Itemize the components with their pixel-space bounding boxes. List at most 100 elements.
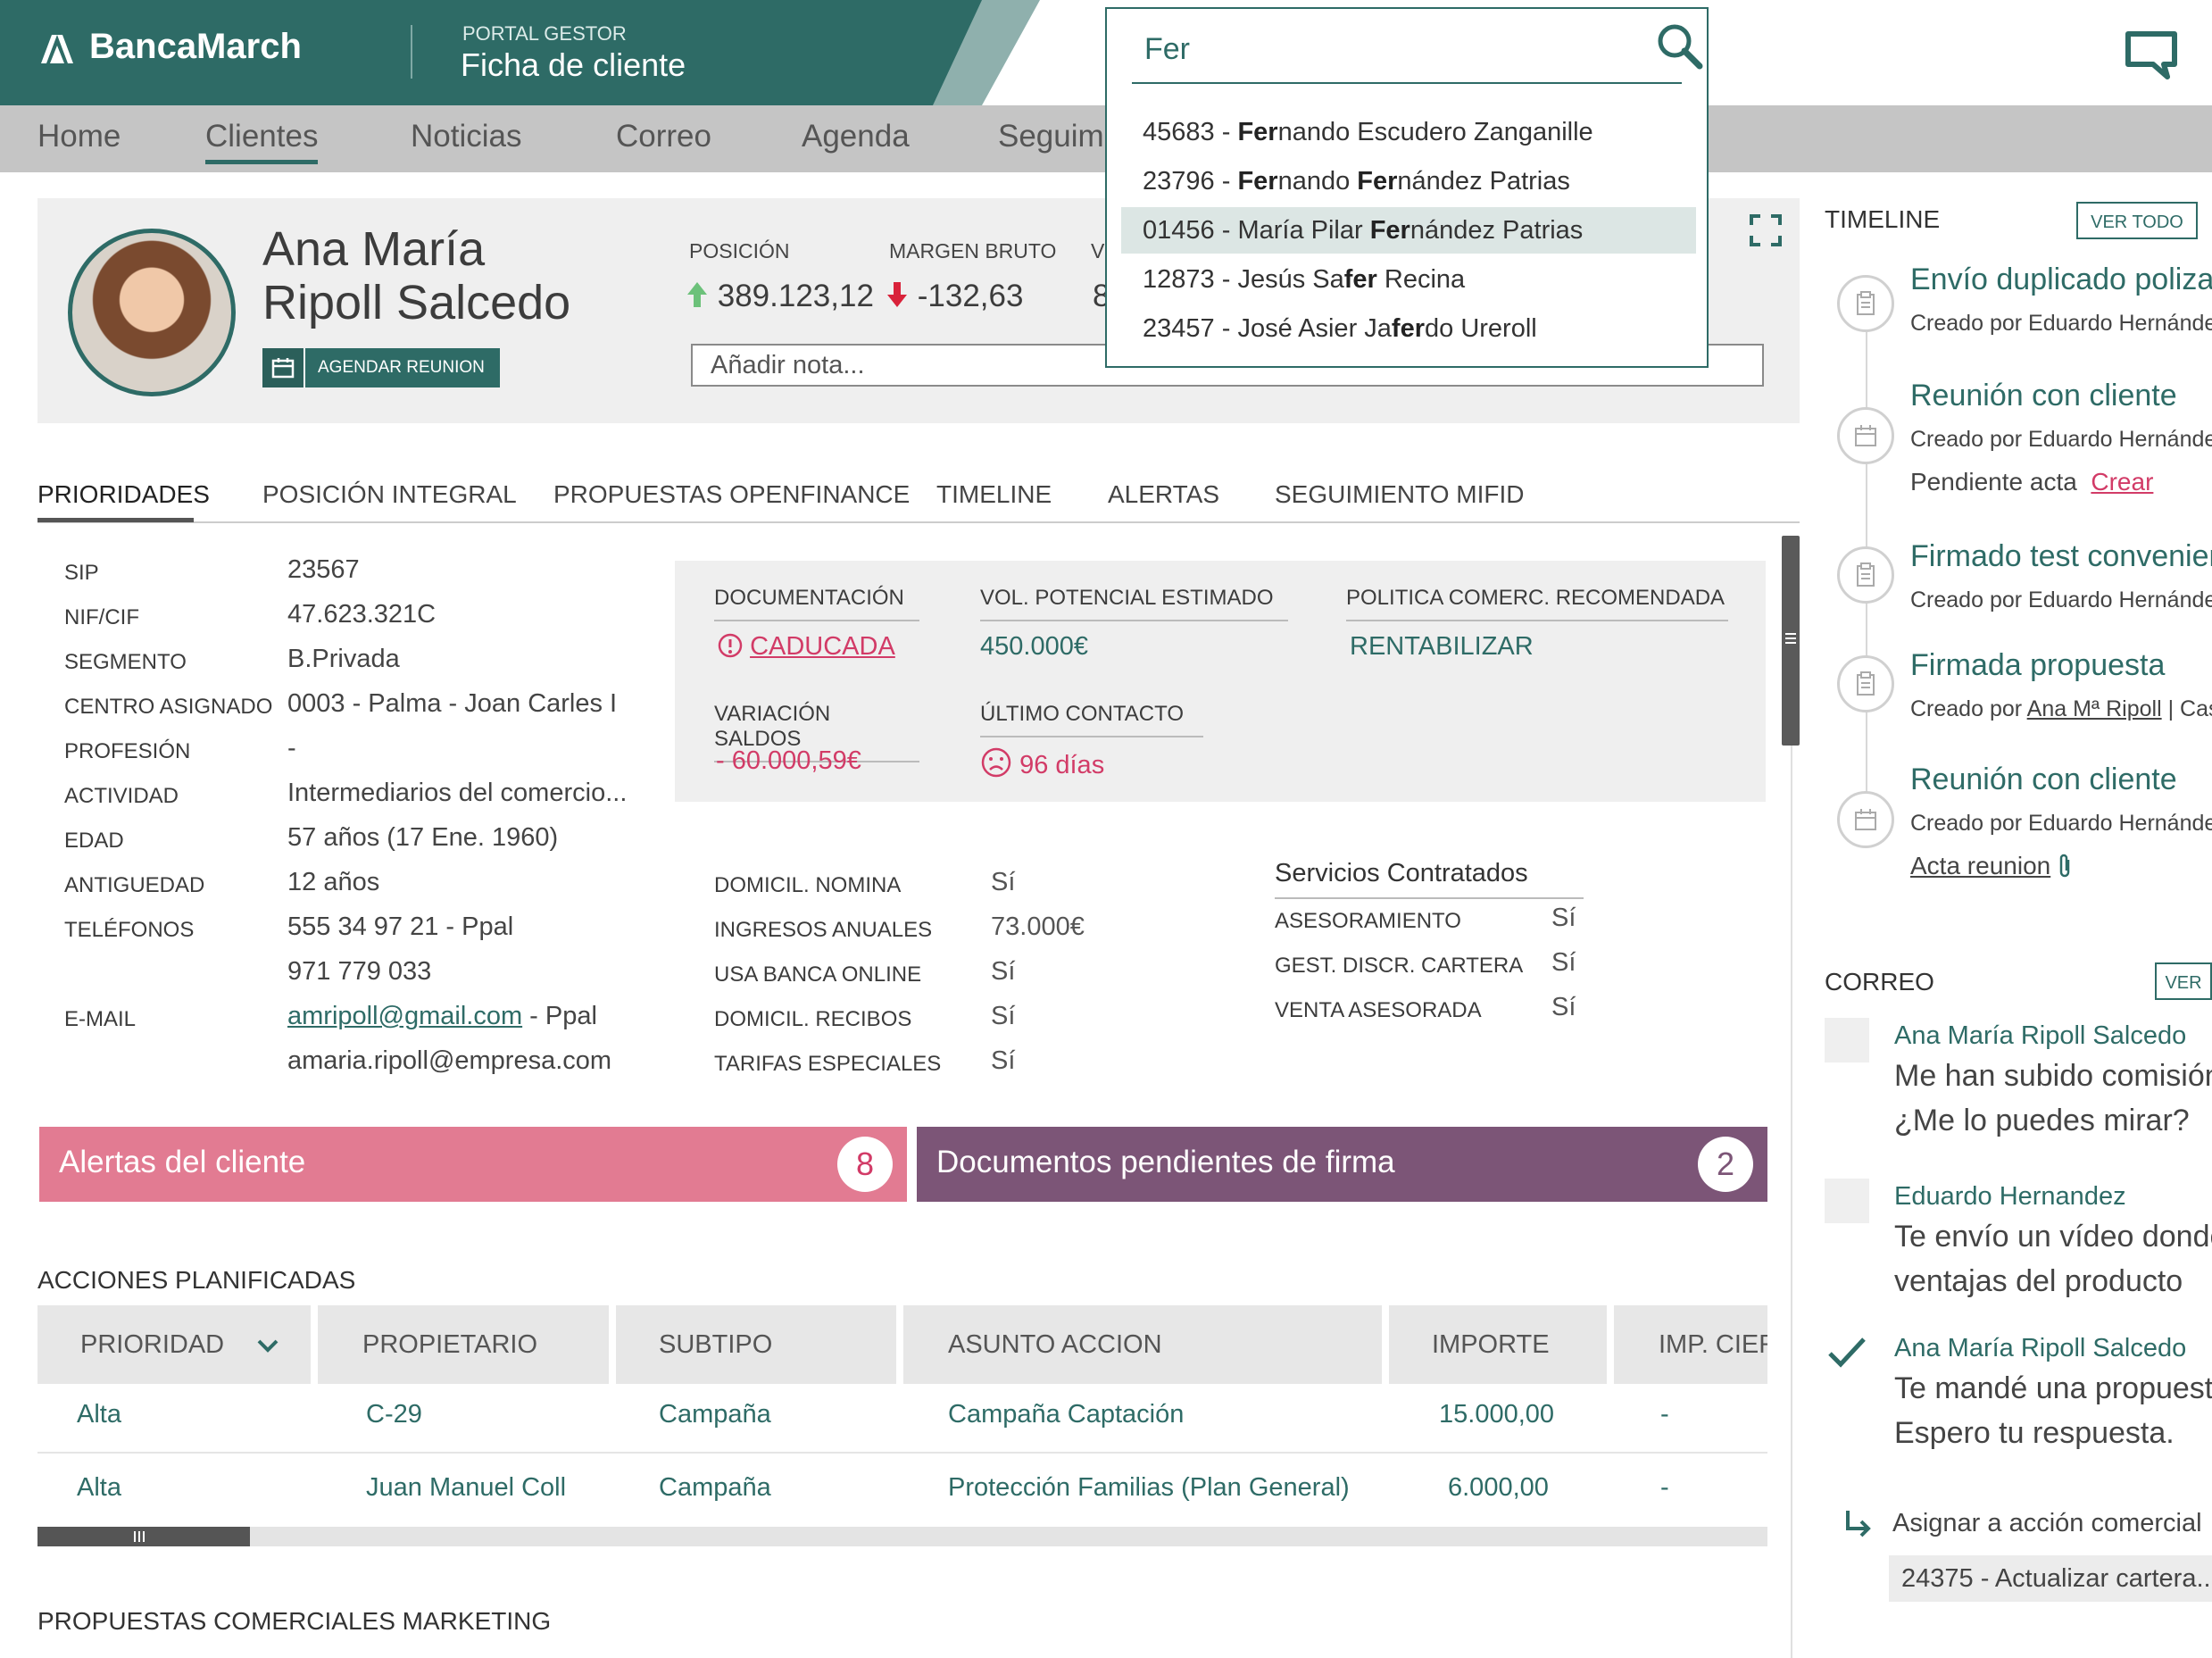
antiguedad-value: 12 años <box>287 868 380 896</box>
calendar-icon <box>262 348 305 387</box>
column-prioridad[interactable]: PRIORIDAD <box>37 1305 311 1384</box>
sad-face-icon <box>981 747 1011 778</box>
mail-from[interactable]: Eduardo Hernandez <box>1894 1182 2126 1211</box>
cell-imp-cierre: - <box>1660 1473 1669 1502</box>
nav-correo[interactable]: Correo <box>616 119 711 154</box>
tarifas-value: Sí <box>991 1046 1016 1075</box>
horizontal-scrollbar[interactable] <box>37 1527 250 1546</box>
actividad-value: Intermediarios del comercio... <box>287 779 628 807</box>
column-importe[interactable]: IMPORTE <box>1389 1305 1607 1384</box>
timeline-node <box>1837 546 1894 604</box>
domicil-recibos-label: DOMICIL. RECIBOS <box>714 1007 912 1031</box>
clipboard-icon <box>1857 291 1875 315</box>
sip-value: 23567 <box>287 555 360 584</box>
timeline-ver-todo-button[interactable]: VER TODO <box>2076 202 2198 239</box>
timeline-item-title[interactable]: Envío duplicado poliza <box>1910 262 2212 296</box>
column-asunto[interactable]: ASUNTO ACCION <box>903 1305 1382 1384</box>
mail-from[interactable]: Ana María Ripoll Salcedo <box>1894 1021 2187 1050</box>
search-result[interactable]: 23796 - Fernando Fernández Patrias <box>1143 167 1570 196</box>
scroll-track <box>1791 536 1792 1658</box>
telefono-principal: 555 34 97 21 - Ppal <box>287 912 514 941</box>
metric-posicion: 389.123,12 <box>686 279 874 314</box>
column-subtipo[interactable]: SUBTIPO <box>616 1305 896 1384</box>
timeline-node <box>1837 275 1894 332</box>
pending-docs-banner[interactable]: Documentos pendientes de firma 2 <box>917 1127 1767 1202</box>
segmento-value: B.Privada <box>287 645 400 673</box>
nav-seguimiento[interactable]: Seguim <box>998 119 1104 154</box>
tab-posicion-integral[interactable]: POSICIÓN INTEGRAL <box>262 480 517 508</box>
schedule-meeting-button[interactable]: AGENDAR REUNION <box>262 348 500 387</box>
tab-propuestas[interactable]: PROPUESTAS OPENFINANCE <box>553 480 911 508</box>
segmento-label: SEGMENTO <box>64 650 187 674</box>
timeline-node <box>1837 655 1894 712</box>
metric-third-label: V <box>1091 239 1105 262</box>
nav-noticias[interactable]: Noticias <box>411 119 522 154</box>
nav-clientes[interactable]: Clientes <box>205 119 319 164</box>
propuestas-section-title: PROPUESTAS COMERCIALES MARKETING <box>37 1607 552 1635</box>
domicil-nomina-label: DOMICIL. NOMINA <box>714 873 902 897</box>
row-divider <box>37 1452 1767 1454</box>
mail-checkbox[interactable] <box>1825 1179 1869 1223</box>
mail-line1: Te mandé una propuesta <box>1894 1371 2212 1405</box>
nav-home[interactable]: Home <box>37 119 121 154</box>
tab-seguimiento-mifid[interactable]: SEGUIMIENTO MIFID <box>1275 480 1525 508</box>
vertical-scrollbar[interactable] <box>1782 536 1800 746</box>
chat-icon[interactable] <box>2123 29 2180 82</box>
crear-acta-link[interactable]: Crear <box>2091 468 2154 496</box>
client-search-input[interactable] <box>1143 29 1664 70</box>
expand-icon[interactable] <box>1750 214 1782 246</box>
politica-value: RENTABILIZAR <box>1350 632 1534 661</box>
calendar-icon <box>1855 809 1876 830</box>
portal-label: PORTAL GESTOR <box>462 22 627 45</box>
nif-value: 47.623.321C <box>287 600 437 629</box>
servicio-label: ASESORAMIENTO <box>1275 909 1461 933</box>
acta-reunion[interactable]: Acta reunion <box>1910 852 2074 880</box>
correo-ver-button[interactable]: VER <box>2155 962 2212 1000</box>
timeline-item-title[interactable]: Reunión con cliente <box>1910 762 2177 796</box>
search-icon[interactable] <box>1653 20 1707 73</box>
nif-label: NIF/CIF <box>64 605 139 629</box>
author-link[interactable]: Ana Mª Ripoll <box>2026 696 2162 721</box>
cell-subtipo: Campaña <box>659 1400 771 1429</box>
attachment-icon <box>2059 854 2070 878</box>
telefono-secundario: 971 779 033 <box>287 957 432 986</box>
grip-icon <box>134 1531 145 1542</box>
telefonos-label: TELÉFONOS <box>64 918 195 942</box>
nav-agenda[interactable]: Agenda <box>802 119 910 154</box>
grip-icon <box>1785 633 1796 644</box>
clipboard-icon <box>1857 671 1875 696</box>
ultimo-contacto-value: 96 días <box>1019 751 1105 779</box>
centro-label: CENTRO ASIGNADO <box>64 695 273 719</box>
tab-prioridades[interactable]: PRIORIDADES <box>37 480 210 508</box>
tab-alertas[interactable]: ALERTAS <box>1108 480 1220 508</box>
search-result-highlighted[interactable]: 01456 - María Pilar Fernández Patrias <box>1121 207 1696 254</box>
ultimo-contacto: 96 días <box>980 746 1104 780</box>
chevron-down-icon <box>257 1339 279 1353</box>
cell-asunto[interactable]: Campaña Captación <box>948 1400 1185 1429</box>
timeline-item-title[interactable]: Reunión con cliente <box>1910 379 2177 412</box>
email-link[interactable]: amripoll@gmail.com <box>287 1002 523 1030</box>
search-result[interactable]: 12873 - Jesús Safer Recina <box>1143 265 1466 294</box>
mail-from[interactable]: Ana María Ripoll Salcedo <box>1894 1334 2187 1362</box>
search-result[interactable]: 45683 - Fernando Escudero Zanganille <box>1143 118 1593 146</box>
checkmark-icon[interactable] <box>1825 1330 1869 1375</box>
horizontal-scroll-track <box>37 1527 1767 1546</box>
metric-posicion-value: 389.123,12 <box>717 279 874 313</box>
mail-checkbox[interactable] <box>1825 1018 1869 1062</box>
client-alerts-banner[interactable]: Alertas del cliente 8 <box>39 1127 907 1202</box>
timeline-item-title[interactable]: Firmado test conveniencia <box>1910 539 2212 573</box>
assign-action-select[interactable]: 24375 - Actualizar cartera... <box>1889 1555 2212 1602</box>
timeline-item-author: Creado por Ana Mª Ripoll | Cas <box>1910 696 2212 721</box>
search-result[interactable]: 23457 - José Asier Jaferdo Ureroll <box>1143 314 1537 343</box>
metric-margen-label: MARGEN BRUTO <box>889 239 1057 262</box>
tab-timeline[interactable]: TIMELINE <box>936 480 1052 508</box>
column-imp-cierre[interactable]: IMP. CIER <box>1614 1305 1767 1384</box>
cell-prioridad: Alta <box>77 1400 121 1429</box>
brand-logo[interactable]: BancaMarch <box>37 27 302 67</box>
brand-name: BancaMarch <box>89 27 302 66</box>
warning-icon <box>718 633 743 658</box>
column-propietario[interactable]: PROPIETARIO <box>318 1305 609 1384</box>
documentacion-status[interactable]: CADUCADA <box>718 632 895 662</box>
cell-asunto[interactable]: Protección Familias (Plan General) <box>948 1473 1350 1502</box>
timeline-item-title[interactable]: Firmada propuesta <box>1910 648 2166 682</box>
